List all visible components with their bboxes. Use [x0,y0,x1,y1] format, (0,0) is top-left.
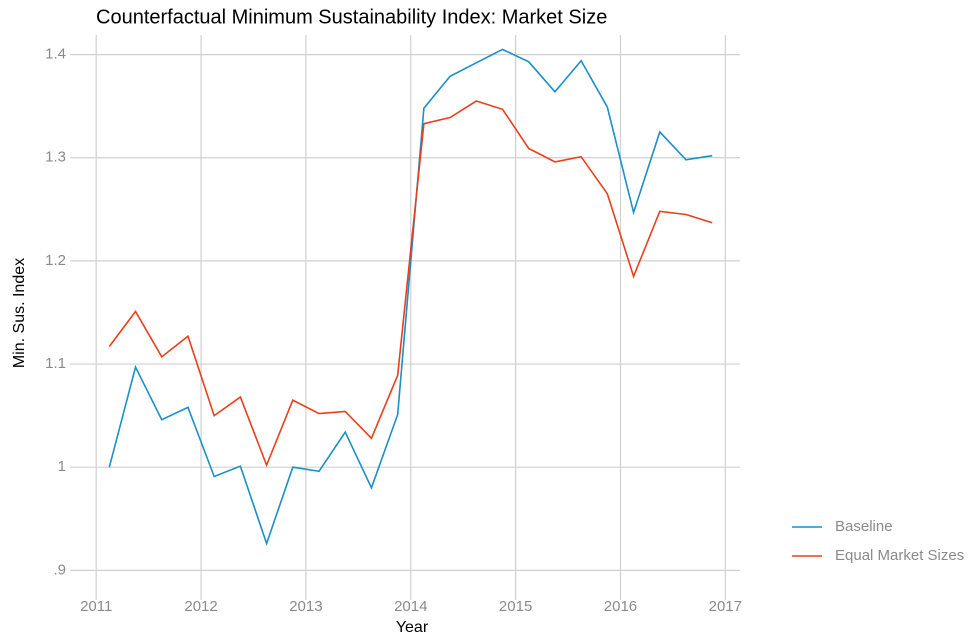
line [108,100,713,468]
legend-label: Equal Market Sizes [835,547,964,564]
y-tick-label: 1.4 [45,46,66,63]
x-axis-label: Year [396,619,429,636]
line [108,48,713,546]
chart-title: Counterfactual Minimum Sustainability In… [96,6,607,28]
x-tick-label: 2013 [289,598,322,615]
legend-label: Baseline [835,518,893,535]
y-tick-label: 1 [58,458,66,475]
y-tick-label: 1.3 [45,149,66,166]
y-tick-label: .9 [53,561,66,578]
y-tick-label: 1.1 [45,355,66,372]
x-tick-label: 2014 [394,598,427,615]
x-tick-label: 2011 [80,598,112,615]
y-axis-label: Min. Sus. Index [11,258,28,368]
x-tick-label: 2017 [709,598,742,615]
x-tick-label: 2012 [184,598,217,615]
x-tick-label: 2016 [604,598,637,615]
x-tick-label: 2015 [499,598,532,615]
y-tick-label: 1.2 [45,252,66,269]
